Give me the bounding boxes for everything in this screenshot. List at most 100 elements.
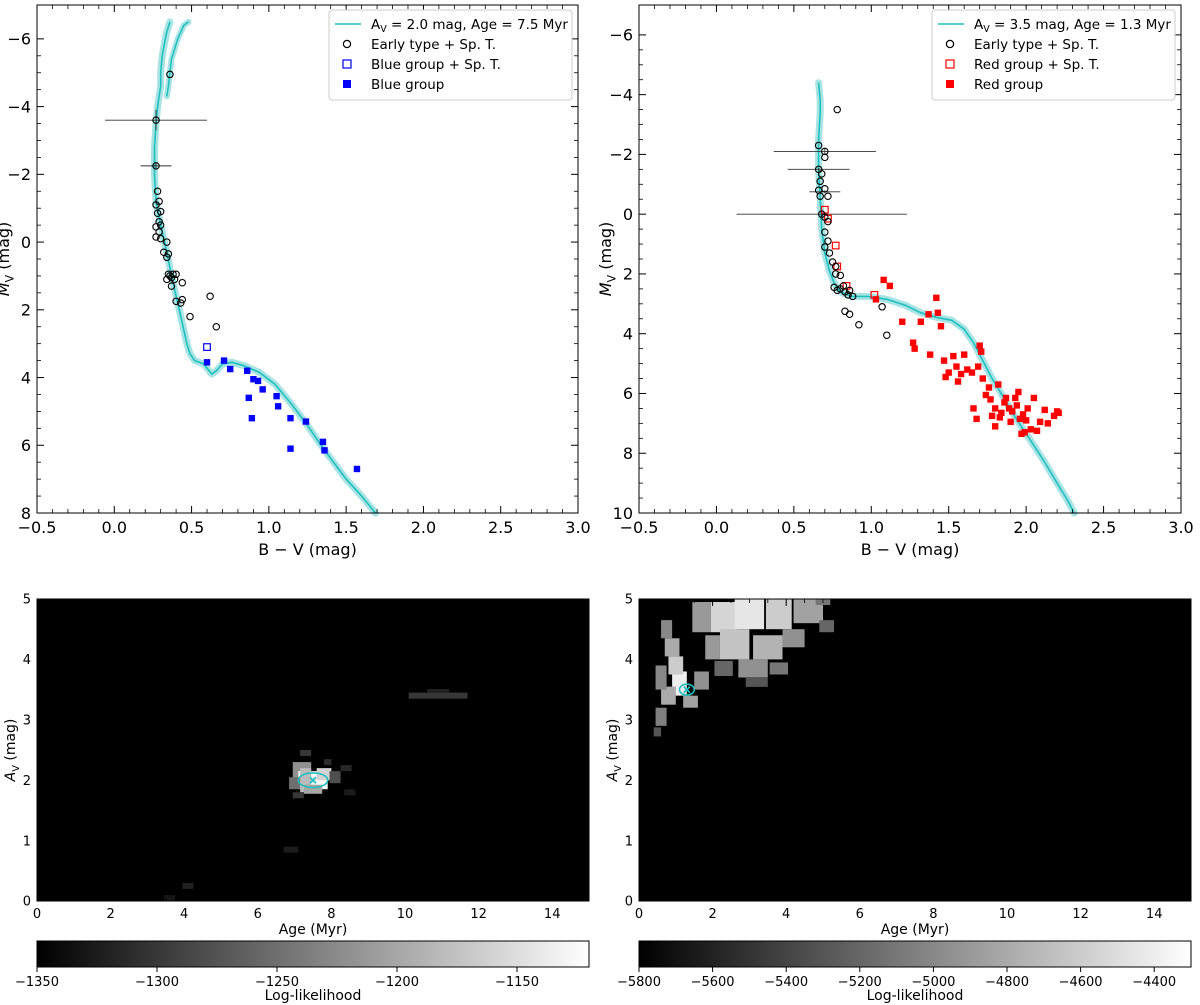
legend-circle-marker xyxy=(945,39,955,49)
early-type-point xyxy=(816,177,824,186)
x-tick-label: 6 xyxy=(254,907,262,922)
group-spt-point xyxy=(203,343,211,351)
group-point xyxy=(321,447,328,454)
colorbar-tick-label: −1350 xyxy=(15,975,59,990)
group-point xyxy=(1021,429,1028,436)
early-type-point xyxy=(178,295,187,304)
x-tick-label: 2 xyxy=(708,907,716,922)
group-point xyxy=(1002,394,1010,402)
y-tick-label: −2 xyxy=(7,165,31,184)
early-type-point xyxy=(186,312,194,321)
x-tick-label: 2 xyxy=(106,907,114,922)
panel-cmd-right: −0.5 0.0 0.5 1.0 1.5 2.0 2.5 3.0 −6 −4 −2 0 2 4 6 8 10 B … xyxy=(596,4,1194,559)
y-tick-label: −4 xyxy=(609,85,633,104)
group-point xyxy=(250,376,257,383)
x-tick-label: 14 xyxy=(544,907,561,922)
early-type-point xyxy=(831,262,840,271)
early-type-point xyxy=(178,278,187,287)
y-tick-label: 1 xyxy=(625,834,633,849)
colorbar-tick-label: −1150 xyxy=(495,975,539,990)
y-tick-label: 5 xyxy=(23,593,31,608)
y-tick-label: 4 xyxy=(623,324,633,343)
y-tick-label: 2 xyxy=(625,774,633,789)
x-tick-label: 0.0 xyxy=(704,518,729,537)
early-type-point xyxy=(177,299,185,307)
group-point xyxy=(254,377,262,385)
x-tick-label: 0.0 xyxy=(102,518,127,537)
group-point xyxy=(954,378,962,385)
x-tick-label: 0.5 xyxy=(781,518,806,537)
group-point xyxy=(319,438,327,446)
best-fit-marker xyxy=(683,685,691,694)
group-point xyxy=(964,366,971,373)
y-tick-label: 2 xyxy=(23,774,31,789)
heatmap-cell xyxy=(683,695,698,708)
group-point xyxy=(287,414,294,422)
heatmap-cell xyxy=(719,629,750,660)
early-type-point xyxy=(878,303,886,311)
legend-label: Blue group + Sp. T. xyxy=(371,57,501,73)
y-tick-label: 4 xyxy=(23,653,31,668)
x-tick-label: −0.5 xyxy=(18,518,57,537)
group-point xyxy=(1001,399,1008,406)
colorbar-tick-label: −5600 xyxy=(691,975,735,990)
x-tick-label: 1.5 xyxy=(333,518,358,537)
colorbar-tick-label: −5400 xyxy=(764,975,808,990)
early-type-point xyxy=(821,153,829,162)
legend-label: Blue group xyxy=(371,77,444,93)
group-point xyxy=(880,276,887,284)
x-tick-label: 2.0 xyxy=(1013,518,1038,537)
heatmap-cell xyxy=(782,629,805,648)
y-tick-label: 4 xyxy=(625,653,633,668)
group-point xyxy=(886,282,894,290)
x-tick-label: 0 xyxy=(33,907,41,922)
heatmap-cell xyxy=(661,686,676,705)
early-type-point xyxy=(841,307,849,316)
early-type-point xyxy=(883,331,891,339)
group-point xyxy=(991,423,999,430)
x-tick-label: 0.5 xyxy=(179,518,204,537)
early-type-point xyxy=(848,292,857,301)
group-point xyxy=(203,359,211,366)
legend-label: AV = 3.5 mag, Age = 1.3 Myr xyxy=(974,17,1171,35)
group-point xyxy=(985,384,993,391)
legend-label: Early type + Sp. T. xyxy=(371,37,496,53)
heatmap-cell xyxy=(692,602,711,633)
heatmap-cell xyxy=(182,882,194,889)
early-type-point xyxy=(824,192,832,200)
y-tick-label: 6 xyxy=(21,436,31,455)
early-type-point xyxy=(167,282,176,290)
early-type-point xyxy=(163,275,171,284)
heatmap-cell xyxy=(668,656,684,675)
group-point xyxy=(1019,411,1027,418)
colorbar-tick-label: −5200 xyxy=(838,975,882,990)
early-type-point xyxy=(816,192,824,200)
group-point xyxy=(953,363,960,370)
y-tick-label: 2 xyxy=(21,301,31,320)
y-tick-label: −4 xyxy=(7,97,31,116)
heatmap-cell xyxy=(340,765,352,772)
x-tick-label: −0.5 xyxy=(620,518,659,537)
early-type-point xyxy=(845,286,854,295)
heatmap-cell xyxy=(769,662,789,675)
colorbar-tick-label: −4600 xyxy=(1059,975,1103,990)
group-point xyxy=(1033,427,1041,435)
group-point xyxy=(979,375,986,382)
group-point xyxy=(926,351,934,358)
heatmap-cell xyxy=(753,635,783,660)
group-point xyxy=(1013,402,1021,409)
group-point xyxy=(970,405,977,412)
y-tick-label: 0 xyxy=(23,895,31,910)
early-type-point xyxy=(156,221,165,229)
x-axis-label: Age (Myr) xyxy=(881,922,950,938)
early-type-point xyxy=(163,238,171,246)
heatmap-cell xyxy=(300,750,312,757)
best-fit-ellipse xyxy=(678,683,696,696)
y-tick-label: 2 xyxy=(623,265,633,284)
x-tick-label: 14 xyxy=(1146,907,1163,922)
y-tick-label: 8 xyxy=(21,504,31,523)
early-type-point xyxy=(166,70,174,79)
y-tick-label: 6 xyxy=(623,384,633,403)
heatmap-cell xyxy=(303,784,323,794)
